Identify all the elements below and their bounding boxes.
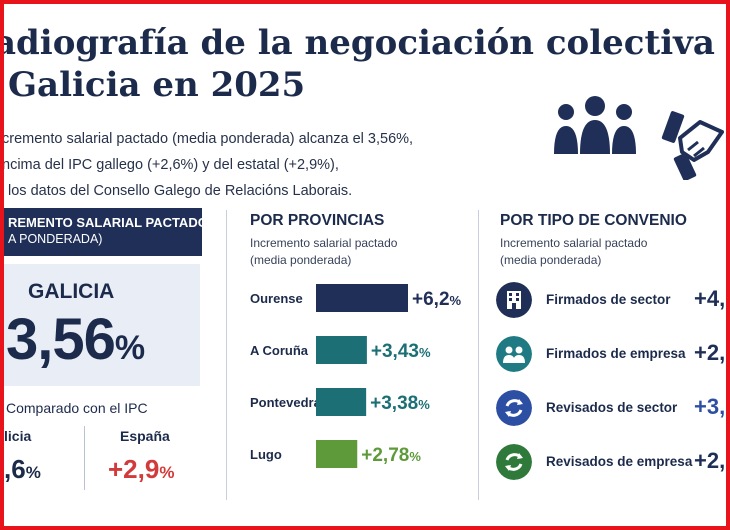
- column-divider-2: [478, 210, 479, 500]
- ipc-espana-value: +2,9%: [108, 454, 174, 485]
- province-bar: [316, 388, 367, 416]
- ipc-galicia-value: ,6%: [4, 454, 41, 485]
- ipc-galicia-unit: %: [25, 463, 41, 482]
- handshake-icon: [661, 111, 724, 180]
- type-value: +4,: [694, 286, 726, 311]
- province-value-label: +6,2%: [412, 289, 462, 310]
- type-value: +2,: [694, 448, 726, 473]
- intro-line-3: los datos del Consello Galego de Relació…: [8, 183, 353, 199]
- province-label: Lugo: [250, 447, 282, 462]
- types-title: POR TIPO DE CONVENIO: [500, 212, 687, 229]
- province-label: A Coruña: [250, 343, 309, 358]
- galicia-number: 3,56: [6, 307, 116, 372]
- province-bar: [316, 284, 408, 312]
- ipc-galicia: licia ,6%: [4, 428, 41, 485]
- ipc-espana-number: +2,9: [108, 454, 160, 484]
- provinces-subtitle: Incremento salarial pactado (media ponde…: [250, 235, 397, 269]
- building-icon: [496, 282, 532, 318]
- workers-icon: [496, 336, 532, 372]
- provinces-title: POR PROVINCIAS: [250, 212, 385, 229]
- province-label: Ourense: [250, 291, 303, 306]
- province-label: Pontevedra: [250, 395, 322, 410]
- column-divider-1: [226, 210, 227, 500]
- type-row-firmados-empresa: Firmados de empresa +2,: [496, 336, 730, 380]
- intro-line-2: ncima del IPC gallego (+2,6%) y del esta…: [2, 157, 339, 173]
- galicia-unit: %: [114, 329, 145, 367]
- types-subtitle-line-1: Incremento salarial pactado: [500, 236, 648, 250]
- salary-banner: REMENTO SALARIAL PACTADO A PONDERADA): [4, 208, 202, 256]
- ipc-espana-name: España: [120, 428, 170, 444]
- types-subtitle-line-2: (media ponderada): [500, 253, 602, 267]
- type-row-firmados-sector: Firmados de sector +4,: [496, 282, 730, 326]
- ipc-galicia-name: licia: [4, 428, 32, 444]
- ipc-espana: España +2,9%: [108, 428, 174, 485]
- provinces-subtitle-line-1: Incremento salarial pactado: [250, 236, 398, 250]
- galicia-label: GALICIA: [28, 280, 115, 303]
- banner-line-1: REMENTO SALARIAL PACTADO: [8, 215, 202, 230]
- galicia-value: 3,56%: [6, 306, 145, 373]
- title-line-2: Galicia en 2025: [8, 65, 306, 105]
- ipc-espana-unit: %: [159, 463, 175, 482]
- galicia-panel: [4, 264, 200, 386]
- province-value-label: +2,78%: [361, 445, 421, 466]
- province-value-label: +3,43%: [371, 341, 431, 362]
- provinces-subtitle-line-2: (media ponderada): [250, 253, 352, 267]
- refresh-icon: [496, 444, 532, 480]
- ipc-galicia-number: ,6: [4, 454, 26, 484]
- province-value-label: +3,38%: [370, 393, 430, 414]
- type-row-revisados-empresa: Revisados de empresa +2,: [496, 444, 730, 488]
- people-icon: [554, 96, 636, 154]
- type-label: Revisados de empresa: [546, 454, 693, 469]
- type-value: +3,: [694, 394, 726, 419]
- page-title: adiografía de la negociación colectiva G…: [0, 22, 730, 106]
- type-row-revisados-sector: Revisados de sector +3,: [496, 390, 730, 434]
- types-subtitle: Incremento salarial pactado (media ponde…: [500, 235, 647, 269]
- ipc-title: Comparado con el IPC: [6, 400, 148, 416]
- title-line-1: adiografía de la negociación colectiva: [0, 23, 715, 63]
- intro-text: cremento salarial pactado (media pondera…: [2, 126, 442, 204]
- provinces-bar-chart: Ourense +6,2% A Coruña +3,43% Pontevedra +3,3…: [250, 284, 462, 468]
- province-bar: [316, 336, 367, 364]
- ipc-divider: [84, 426, 85, 490]
- intro-line-1: cremento salarial pactado (media pondera…: [2, 131, 414, 147]
- province-bar: [316, 440, 358, 468]
- refresh-icon: [496, 390, 532, 426]
- type-label: Revisados de sector: [546, 400, 678, 415]
- type-label: Firmados de empresa: [546, 346, 686, 361]
- type-value: +2,: [694, 340, 726, 365]
- type-label: Firmados de sector: [546, 292, 671, 307]
- banner-line-2: A PONDERADA): [8, 232, 103, 246]
